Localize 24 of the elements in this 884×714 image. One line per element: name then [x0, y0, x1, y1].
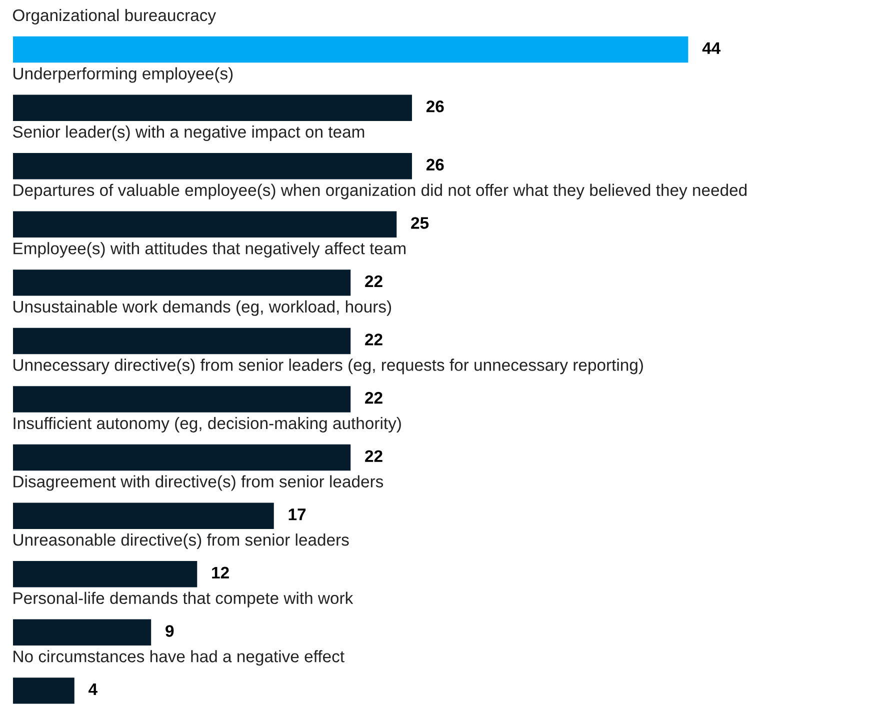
y-tick-label: Unreasonable directive(s) from senior leaders — [14, 534, 349, 550]
y-tick-label: Departures of valuable employee(s) when organization did not offer what they believed they needed — [14, 184, 747, 200]
data-label: 25 — [411, 217, 429, 229]
data-label: 26 — [426, 158, 444, 171]
y-tick-label: Unnecessary directive(s) from senior leaders (eg, requests for unnecessary reporting) — [14, 358, 643, 374]
data-label: 44 — [702, 42, 721, 54]
y-tick-label: Unsustainable work demands (eg, workload, hours) — [14, 300, 392, 316]
data-label: 9 — [166, 625, 174, 637]
y-tick-label: No circumstances have had a negative effect — [14, 650, 344, 666]
y-tick-label: Personal-life demands that compete with work — [14, 592, 354, 608]
y-tick-label: Disagreement with directive(s) from senior leaders — [14, 475, 384, 491]
data-label: 22 — [365, 450, 382, 462]
data-label: 22 — [365, 275, 382, 287]
data-label: 22 — [365, 392, 382, 404]
data-label: 22 — [365, 334, 382, 346]
y-tick-label: Employee(s) with attitudes that negatively affect team — [14, 242, 406, 258]
y-tick-label: Senior leader(s) with a negative impact on team — [12, 126, 364, 142]
y-tick-label: Underperforming employee(s) — [14, 67, 233, 83]
data-label: 26 — [426, 100, 444, 112]
y-tick-label: Insufficient autonomy (eg, decision-making authority) — [14, 416, 401, 432]
data-label: 12 — [212, 566, 229, 578]
y-tick-label: Organizational bureaucracy — [13, 8, 216, 24]
data-label: 17 — [288, 508, 306, 520]
data-label: 4 — [88, 684, 98, 695]
